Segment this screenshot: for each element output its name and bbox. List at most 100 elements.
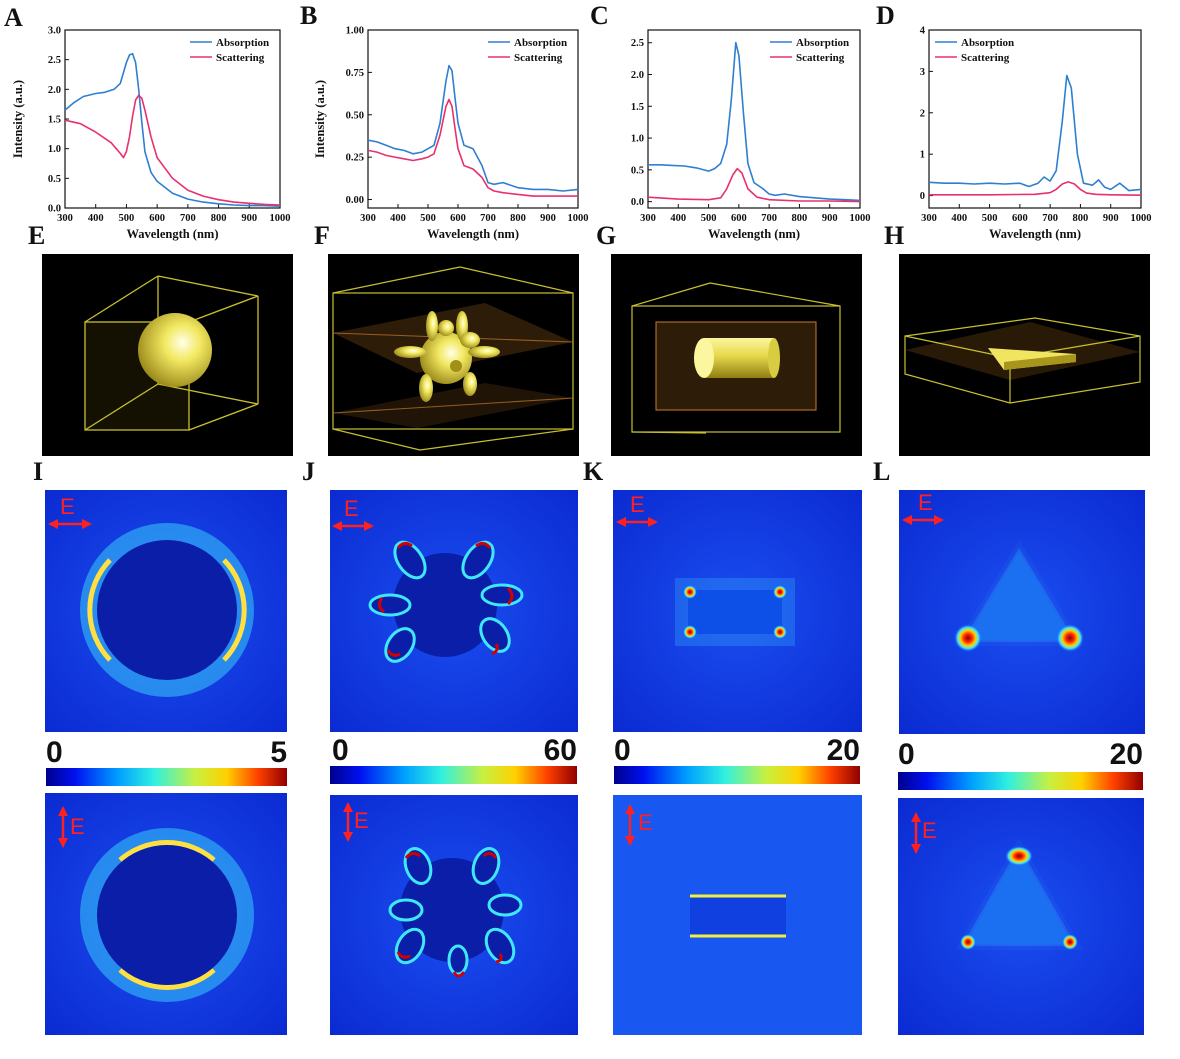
field-map-k-top: E	[613, 490, 862, 732]
chart-d-xtick-label: 400	[951, 213, 967, 224]
panel-letter-d: D	[876, 1, 895, 30]
field-map-j-bottom: E	[330, 795, 578, 1035]
chart-a-xtick-label: 700	[180, 213, 196, 224]
chart-c-xtick-label: 800	[792, 213, 808, 224]
chart-a-series-absorption	[64, 52, 281, 207]
chart-a-xtick-label: 600	[149, 213, 165, 224]
colorbar-j: 0 60	[330, 734, 577, 784]
panel-letter-a: A	[4, 3, 23, 32]
chart-a-ytick-label: 1.0	[48, 144, 61, 155]
colorbar-j-min: 0	[332, 734, 349, 767]
colorbar-l-max: 20	[1110, 738, 1143, 771]
polarization-label-l-bottom: E	[922, 818, 937, 843]
polarization-label-k-bottom: E	[638, 810, 653, 835]
chart-b-series-absorption	[367, 64, 579, 192]
chart-b-xtick-label: 700	[480, 213, 496, 224]
chart-d-xtick-label: 300	[921, 213, 937, 224]
chart-b: 300 400 500 600 700 800 900 1000 0.00 0.25 0.50 0.7…	[313, 26, 589, 242]
chart-a-ytick-label: 3.0	[48, 26, 61, 37]
chart-c-series-scattering	[647, 167, 861, 203]
chart-b-ytick-label: 0.25	[346, 153, 364, 164]
chart-b-ytick-label: 0.00	[346, 195, 364, 206]
chart-c-legend-label-scattering: Scattering	[796, 52, 845, 64]
chart-b-legend-label-absorption: Absorption	[514, 37, 567, 49]
chart-d-ytick-label: 2	[920, 108, 925, 119]
colorbar-k-max: 20	[827, 734, 860, 767]
chart-b-frame	[367, 29, 579, 209]
chart-b-xtick-label: 500	[420, 213, 436, 224]
panel-letter-g: G	[596, 221, 616, 250]
chart-b-ytick-label: 1.00	[346, 26, 364, 37]
chart-a-xtick-label: 900	[241, 213, 257, 224]
panel-letter-c: C	[590, 1, 609, 30]
model-h-triangle	[899, 254, 1150, 456]
chart-c: 300 400 500 600 700 800 900 1000 0.0 0.5 1.0 1.5 2.0…	[631, 29, 871, 241]
chart-c-legend-label-absorption: Absorption	[796, 37, 849, 49]
chart-a-xtick-label: 1000	[270, 213, 291, 224]
chart-c-ytick-label: 0.0	[631, 197, 644, 208]
chart-c-xtick-label: 900	[822, 213, 838, 224]
chart-d-ytick-label: 0	[920, 191, 925, 202]
colorbar-l: 0 20	[898, 738, 1143, 790]
chart-c-xtick-label: 400	[670, 213, 686, 224]
chart-a-xtick-label: 500	[119, 213, 135, 224]
chart-c-ytick-label: 2.5	[631, 38, 644, 49]
field-map-i-top: E	[45, 490, 287, 732]
chart-c-xtick-label: 700	[761, 213, 777, 224]
chart-a-xlabel: Wavelength (nm)	[126, 227, 218, 241]
chart-a-legend-label-absorption: Absorption	[216, 37, 269, 49]
chart-a-xtick-label: 400	[88, 213, 104, 224]
chart-b-xtick-label: 800	[510, 213, 526, 224]
chart-a-ytick-label: 2.5	[48, 55, 61, 66]
chart-c-xtick-label: 300	[640, 213, 656, 224]
chart-c-ytick-label: 2.0	[631, 70, 644, 81]
model-e-sphere	[42, 254, 293, 456]
panel-letter-l: L	[873, 457, 890, 486]
polarization-label-k-top: E	[630, 492, 645, 517]
chart-c-xtick-label: 500	[701, 213, 717, 224]
chart-d-series-absorption	[928, 74, 1142, 192]
chart-c-xlabel: Wavelength (nm)	[708, 227, 800, 241]
chart-b-series-scattering	[367, 98, 578, 197]
chart-d-ytick-label: 1	[920, 150, 925, 161]
colorbar-k: 0 20	[614, 734, 860, 784]
chart-d-frame	[928, 29, 1142, 209]
polarization-label-j-top: E	[344, 496, 359, 521]
colorbar-i: 0 5	[46, 736, 287, 786]
polarization-label-i-bottom: E	[70, 814, 85, 839]
chart-d-xtick-label: 1000	[1131, 213, 1152, 224]
chart-c-ytick-label: 1.0	[631, 134, 644, 145]
chart-d: 300 400 500 600 700 800 900 1000 0 1 2 3 4 Wavelength…	[920, 26, 1152, 242]
chart-a-legend-label-scattering: Scattering	[216, 52, 265, 64]
chart-b-xtick-label: 900	[540, 213, 556, 224]
field-map-l-top: E	[899, 490, 1145, 734]
chart-a-ytick-label: 1.5	[48, 115, 61, 126]
colorbar-i-max: 5	[270, 736, 287, 769]
chart-d-ytick-label: 3	[920, 67, 925, 78]
field-map-j-top: E	[330, 490, 578, 732]
chart-d-xtick-label: 700	[1042, 213, 1058, 224]
model-f-star	[328, 254, 579, 456]
panel-letter-f: F	[314, 221, 330, 250]
panel-letter-b: B	[300, 1, 317, 30]
colorbar-k-min: 0	[614, 734, 631, 767]
chart-c-xtick-label: 1000	[850, 213, 871, 224]
chart-b-ylabel: Intensity (a.u.)	[313, 80, 327, 158]
polarization-label-j-bottom: E	[354, 808, 369, 833]
chart-d-xlabel: Wavelength (nm)	[989, 227, 1081, 241]
chart-c-ytick-label: 0.5	[631, 165, 644, 176]
field-map-i-bottom: E	[45, 793, 287, 1035]
chart-d-legend-label-scattering: Scattering	[961, 52, 1010, 64]
chart-b-xtick-label: 600	[450, 213, 466, 224]
panel-letter-j: J	[302, 457, 315, 486]
chart-d-xtick-label: 600	[1012, 213, 1028, 224]
model-g-rod	[611, 254, 862, 456]
chart-d-xtick-label: 500	[982, 213, 998, 224]
chart-b-ytick-label: 0.50	[346, 110, 364, 121]
chart-a: 300 400 500 600 700 800 900 1000 0.0 0.5 1.0 1.5 2.0…	[11, 26, 291, 242]
chart-b-xtick-label: 300	[360, 213, 376, 224]
panel-letter-e: E	[28, 221, 45, 250]
polarization-label-l-top: E	[918, 490, 933, 515]
field-map-k-bottom: E	[613, 795, 862, 1035]
